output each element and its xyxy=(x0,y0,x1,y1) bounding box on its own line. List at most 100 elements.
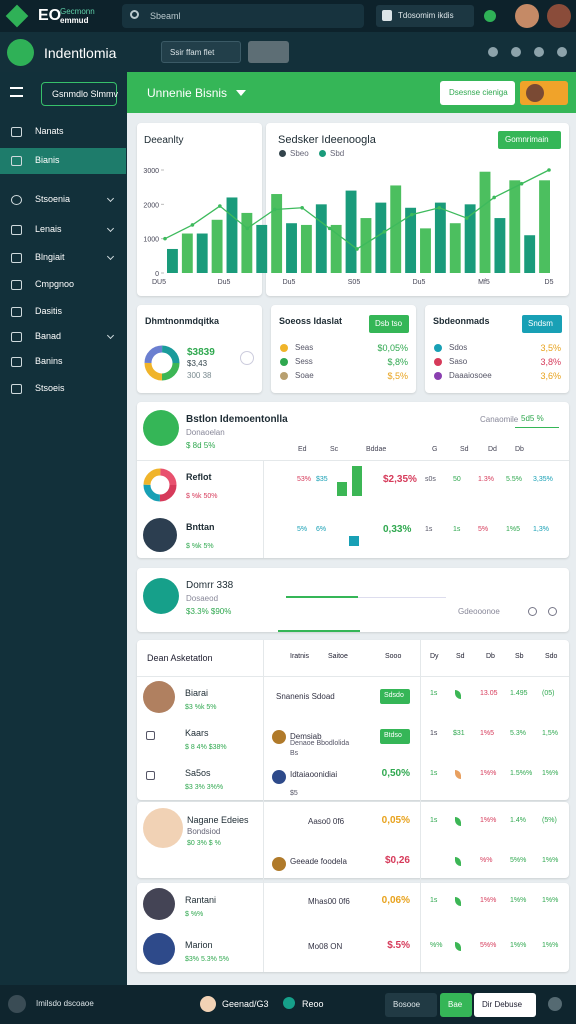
bar xyxy=(360,218,372,273)
y-tick-label: 0 xyxy=(155,271,159,278)
chart-button[interactable]: Gomnrimain xyxy=(498,131,561,149)
donut-segment xyxy=(143,468,177,502)
row-b: 6% xyxy=(316,526,327,533)
bar xyxy=(286,223,297,273)
metric-value: 3,8% xyxy=(540,357,561,367)
row-cell: 5%% xyxy=(510,857,527,864)
badge-text: Btdso xyxy=(384,732,402,739)
chart-title: Deeanlty xyxy=(144,135,184,146)
line-point xyxy=(464,216,469,220)
footer-button[interactable]: Bosooe xyxy=(385,993,437,1017)
line-point xyxy=(437,205,442,210)
row-cell: 1s xyxy=(425,526,433,533)
chart-title: Sedsker Ideenoogla xyxy=(278,134,376,146)
nav-item[interactable]: Stsoeis xyxy=(35,383,65,393)
row-name: Kaars xyxy=(185,728,209,738)
row-stat: $3 %k 5% xyxy=(185,704,217,711)
select[interactable]: Ssir ffam flet xyxy=(161,41,241,63)
row-extra: Bs xyxy=(290,750,299,757)
row-name: Reflot xyxy=(186,472,212,482)
filter-select[interactable]: 5d5 % xyxy=(515,411,559,428)
column-header: Db xyxy=(515,446,524,453)
nav-item[interactable]: Banad xyxy=(35,331,62,341)
icon-button[interactable] xyxy=(248,41,289,63)
row-title: Mhas00 0f6 xyxy=(308,897,350,906)
progress-card xyxy=(137,568,569,632)
bar xyxy=(181,233,193,273)
donut-segment xyxy=(143,468,177,502)
row-stat: $3 3% 3%% xyxy=(185,784,224,791)
line-point xyxy=(355,247,359,251)
nav-item[interactable]: Nanats xyxy=(35,126,64,136)
y-tick-label: 1000 xyxy=(143,237,159,244)
detail-title: Bstlon Idemoentonlla xyxy=(186,414,288,425)
metric-label: Sdos xyxy=(449,343,468,352)
nav-item[interactable]: Bianis xyxy=(35,155,60,165)
donut xyxy=(143,468,177,502)
footer-button[interactable]: Bae xyxy=(440,993,472,1017)
metric-title: Sbdeonmads xyxy=(433,316,490,326)
footer-mode: Reoo xyxy=(302,999,324,1009)
line-point xyxy=(547,168,551,172)
row-stat: $ %k 50% xyxy=(186,493,218,500)
x-tick-label: S05 xyxy=(348,279,361,286)
bar xyxy=(449,223,461,273)
metric-title: Soeoss Idaslat xyxy=(279,316,343,326)
x-tick-label: Mf5 xyxy=(478,279,490,286)
menu-icon xyxy=(10,87,23,97)
avatar xyxy=(8,995,26,1013)
row-cell: 1%% xyxy=(510,897,527,904)
sidebar xyxy=(0,72,127,985)
line-point xyxy=(190,223,195,227)
nav-item[interactable]: Lenais xyxy=(35,224,62,234)
bar xyxy=(539,180,550,273)
nav-item[interactable]: Banins xyxy=(35,356,63,366)
menu-button[interactable]: Gsnmdlo Slmmv xyxy=(41,82,118,106)
table-header: Sooo xyxy=(385,653,402,660)
nav-item[interactable]: Blngiait xyxy=(35,252,65,262)
avatar xyxy=(143,888,175,920)
line-point xyxy=(245,226,250,231)
line-point xyxy=(163,236,167,241)
bar xyxy=(211,219,223,273)
row-cell: 1.5%% xyxy=(510,770,533,777)
bar xyxy=(241,212,253,273)
metric-button[interactable]: Sndsm xyxy=(522,315,562,333)
row-icon xyxy=(455,942,461,951)
footer-button[interactable]: Dir Debuse xyxy=(474,993,536,1017)
caret xyxy=(236,90,246,96)
legend-dot xyxy=(280,358,288,366)
nav-item[interactable]: Cmpgnoo xyxy=(35,279,75,289)
row-cell: 1%% xyxy=(510,942,527,949)
row-icon xyxy=(146,771,155,780)
nav-item[interactable]: Dasitis xyxy=(35,306,63,316)
header-button[interactable]: Dsesnse cieniga xyxy=(440,81,515,105)
nav-icon xyxy=(11,307,22,317)
metric-button[interactable]: Dsb tso xyxy=(369,315,409,333)
row-stat: $3% 5.3% 5% xyxy=(185,956,229,963)
nav-item[interactable]: Stsoenia xyxy=(35,194,71,204)
row-icon xyxy=(455,897,461,906)
bar xyxy=(300,224,312,273)
row-title: Geeade foodela xyxy=(290,857,347,866)
table-header: Dean Asketatlon xyxy=(147,653,213,663)
row-cell: 5.3% xyxy=(510,730,526,737)
progress-link[interactable]: Gdeooonoe xyxy=(458,607,500,616)
footer-user: Imilsdo dscoaoe xyxy=(36,999,94,1008)
row-cell: 1%% xyxy=(542,942,559,949)
row-stat: $ %k 5% xyxy=(186,543,214,550)
metric-value: $3,43 xyxy=(187,359,208,368)
header-title: Unnenie Bisnis xyxy=(147,86,228,100)
nav-icon xyxy=(11,280,22,290)
badge[interactable]: Btdso xyxy=(380,729,410,744)
action-button[interactable]: Tdosomim ikdis xyxy=(376,5,474,27)
icon xyxy=(484,10,496,22)
legend-dot xyxy=(434,344,442,352)
search-box[interactable]: Sbeaml xyxy=(122,4,364,28)
row-cell: 1s xyxy=(430,730,438,737)
divider xyxy=(263,460,264,558)
row-icon xyxy=(455,770,461,779)
row-name: Sa5os xyxy=(185,768,211,778)
row-cell: 1s xyxy=(430,770,438,777)
badge[interactable]: Sdsdo xyxy=(380,689,410,704)
